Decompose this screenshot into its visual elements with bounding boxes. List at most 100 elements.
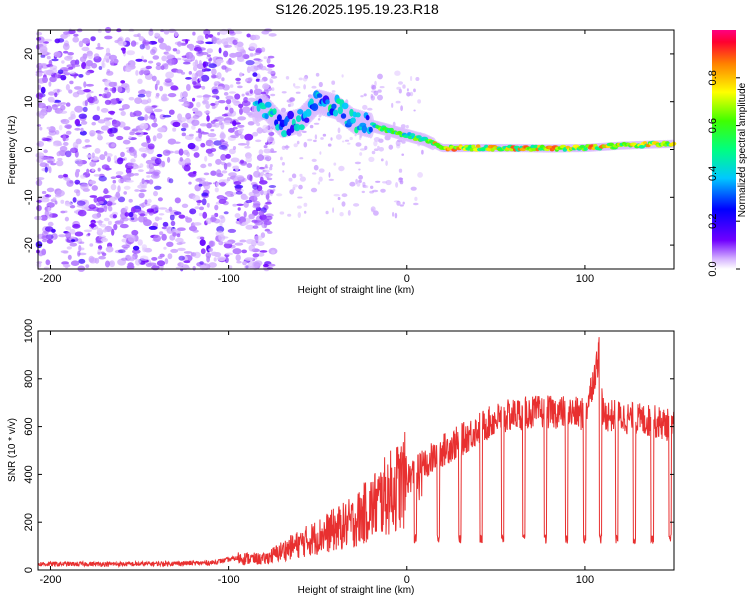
noise-blob <box>94 148 101 154</box>
noise-blob <box>44 226 54 232</box>
x-tick-label: 0 <box>404 574 410 586</box>
noise-blob <box>139 44 145 50</box>
noise-blob <box>198 60 202 66</box>
noise-blob <box>141 178 145 185</box>
noise-blob <box>70 110 76 118</box>
noise-blob <box>413 202 419 206</box>
noise-blob <box>135 58 143 62</box>
noise-blob <box>105 165 111 172</box>
noise-blob <box>282 170 285 173</box>
noise-blob <box>126 50 135 56</box>
noise-blob <box>151 75 157 82</box>
noise-blob <box>207 133 217 138</box>
noise-blob <box>115 191 121 198</box>
noise-blob <box>77 161 83 167</box>
noise-blob <box>268 131 275 136</box>
noise-blob <box>417 172 423 178</box>
noise-blob <box>80 120 88 125</box>
noise-blob <box>256 64 261 68</box>
noise-blob <box>151 105 158 108</box>
noise-blob <box>190 54 196 62</box>
noise-blob <box>318 81 323 88</box>
noise-blob <box>409 91 414 97</box>
noise-blob <box>172 232 177 237</box>
noise-blob <box>89 257 97 264</box>
noise-blob <box>120 111 126 116</box>
noise-blob <box>144 199 148 205</box>
noise-blob <box>55 73 59 79</box>
noise-blob <box>377 73 383 80</box>
noise-blob <box>355 142 362 147</box>
noise-blob <box>268 185 277 188</box>
noise-blob <box>86 154 93 158</box>
noise-blob <box>328 172 331 178</box>
noise-blob <box>252 204 261 209</box>
noise-blob <box>128 96 135 101</box>
noise-blob <box>223 241 232 244</box>
noise-blob <box>51 104 58 110</box>
noise-blob <box>130 158 136 163</box>
noise-blob <box>134 189 140 192</box>
noise-blob <box>48 91 56 96</box>
noise-blob <box>406 92 411 97</box>
noise-blob <box>192 31 196 36</box>
noise-blob <box>35 31 43 36</box>
noise-blob <box>289 101 294 107</box>
noise-blob <box>134 97 143 104</box>
noise-blob <box>153 108 163 113</box>
ridge-cell <box>293 123 301 132</box>
noise-blob <box>235 254 241 262</box>
noise-blob <box>333 193 340 197</box>
noise-blob <box>206 56 210 60</box>
noise-blob <box>103 188 109 195</box>
noise-blob <box>62 134 67 142</box>
ridge-cell <box>341 102 349 110</box>
noise-blob <box>245 60 255 66</box>
noise-blob <box>265 215 273 221</box>
noise-blob <box>129 149 137 157</box>
noise-blob <box>72 197 77 203</box>
noise-blob <box>69 242 78 247</box>
noise-blob <box>148 225 158 230</box>
noise-blob <box>59 145 68 152</box>
noise-blob <box>138 169 144 173</box>
noise-blob <box>241 221 249 226</box>
noise-blob <box>392 212 395 217</box>
noise-blob <box>65 124 72 130</box>
x-tick-label: 100 <box>576 273 594 285</box>
noise-blob <box>246 163 253 168</box>
noise-blob <box>210 142 215 148</box>
noise-blob <box>213 252 222 258</box>
noise-blob <box>221 77 225 82</box>
noise-blob <box>219 221 223 228</box>
noise-blob <box>65 226 72 231</box>
noise-blob <box>204 67 208 71</box>
noise-blob <box>151 257 158 261</box>
noise-blob <box>327 143 332 147</box>
noise-blob <box>252 253 260 258</box>
noise-blob <box>379 86 385 89</box>
y-tick-label: 10 <box>23 96 35 108</box>
y-tick-label: 0 <box>23 567 35 573</box>
noise-blob <box>103 194 112 199</box>
noise-blob <box>246 33 251 38</box>
y-tick-label: 600 <box>23 417 35 435</box>
noise-blob <box>202 94 212 98</box>
noise-blob <box>396 200 401 206</box>
noise-blob <box>228 265 233 269</box>
noise-blob <box>84 65 91 70</box>
noise-blob <box>414 196 418 201</box>
noise-blob <box>189 208 197 215</box>
ridge-cell <box>349 108 354 117</box>
noise-blob <box>263 148 272 154</box>
noise-blob <box>39 126 43 131</box>
x-tick-label: -100 <box>218 574 240 586</box>
noise-blob <box>154 216 160 222</box>
noise-blob <box>153 185 162 190</box>
noise-blob <box>400 105 403 112</box>
snr-x-axis: -200 -100 0 100 <box>39 331 594 586</box>
noise-blob <box>223 211 229 215</box>
spectrogram-signal-ridge <box>251 89 677 153</box>
noise-blob <box>111 120 121 128</box>
noise-blob <box>67 52 74 56</box>
